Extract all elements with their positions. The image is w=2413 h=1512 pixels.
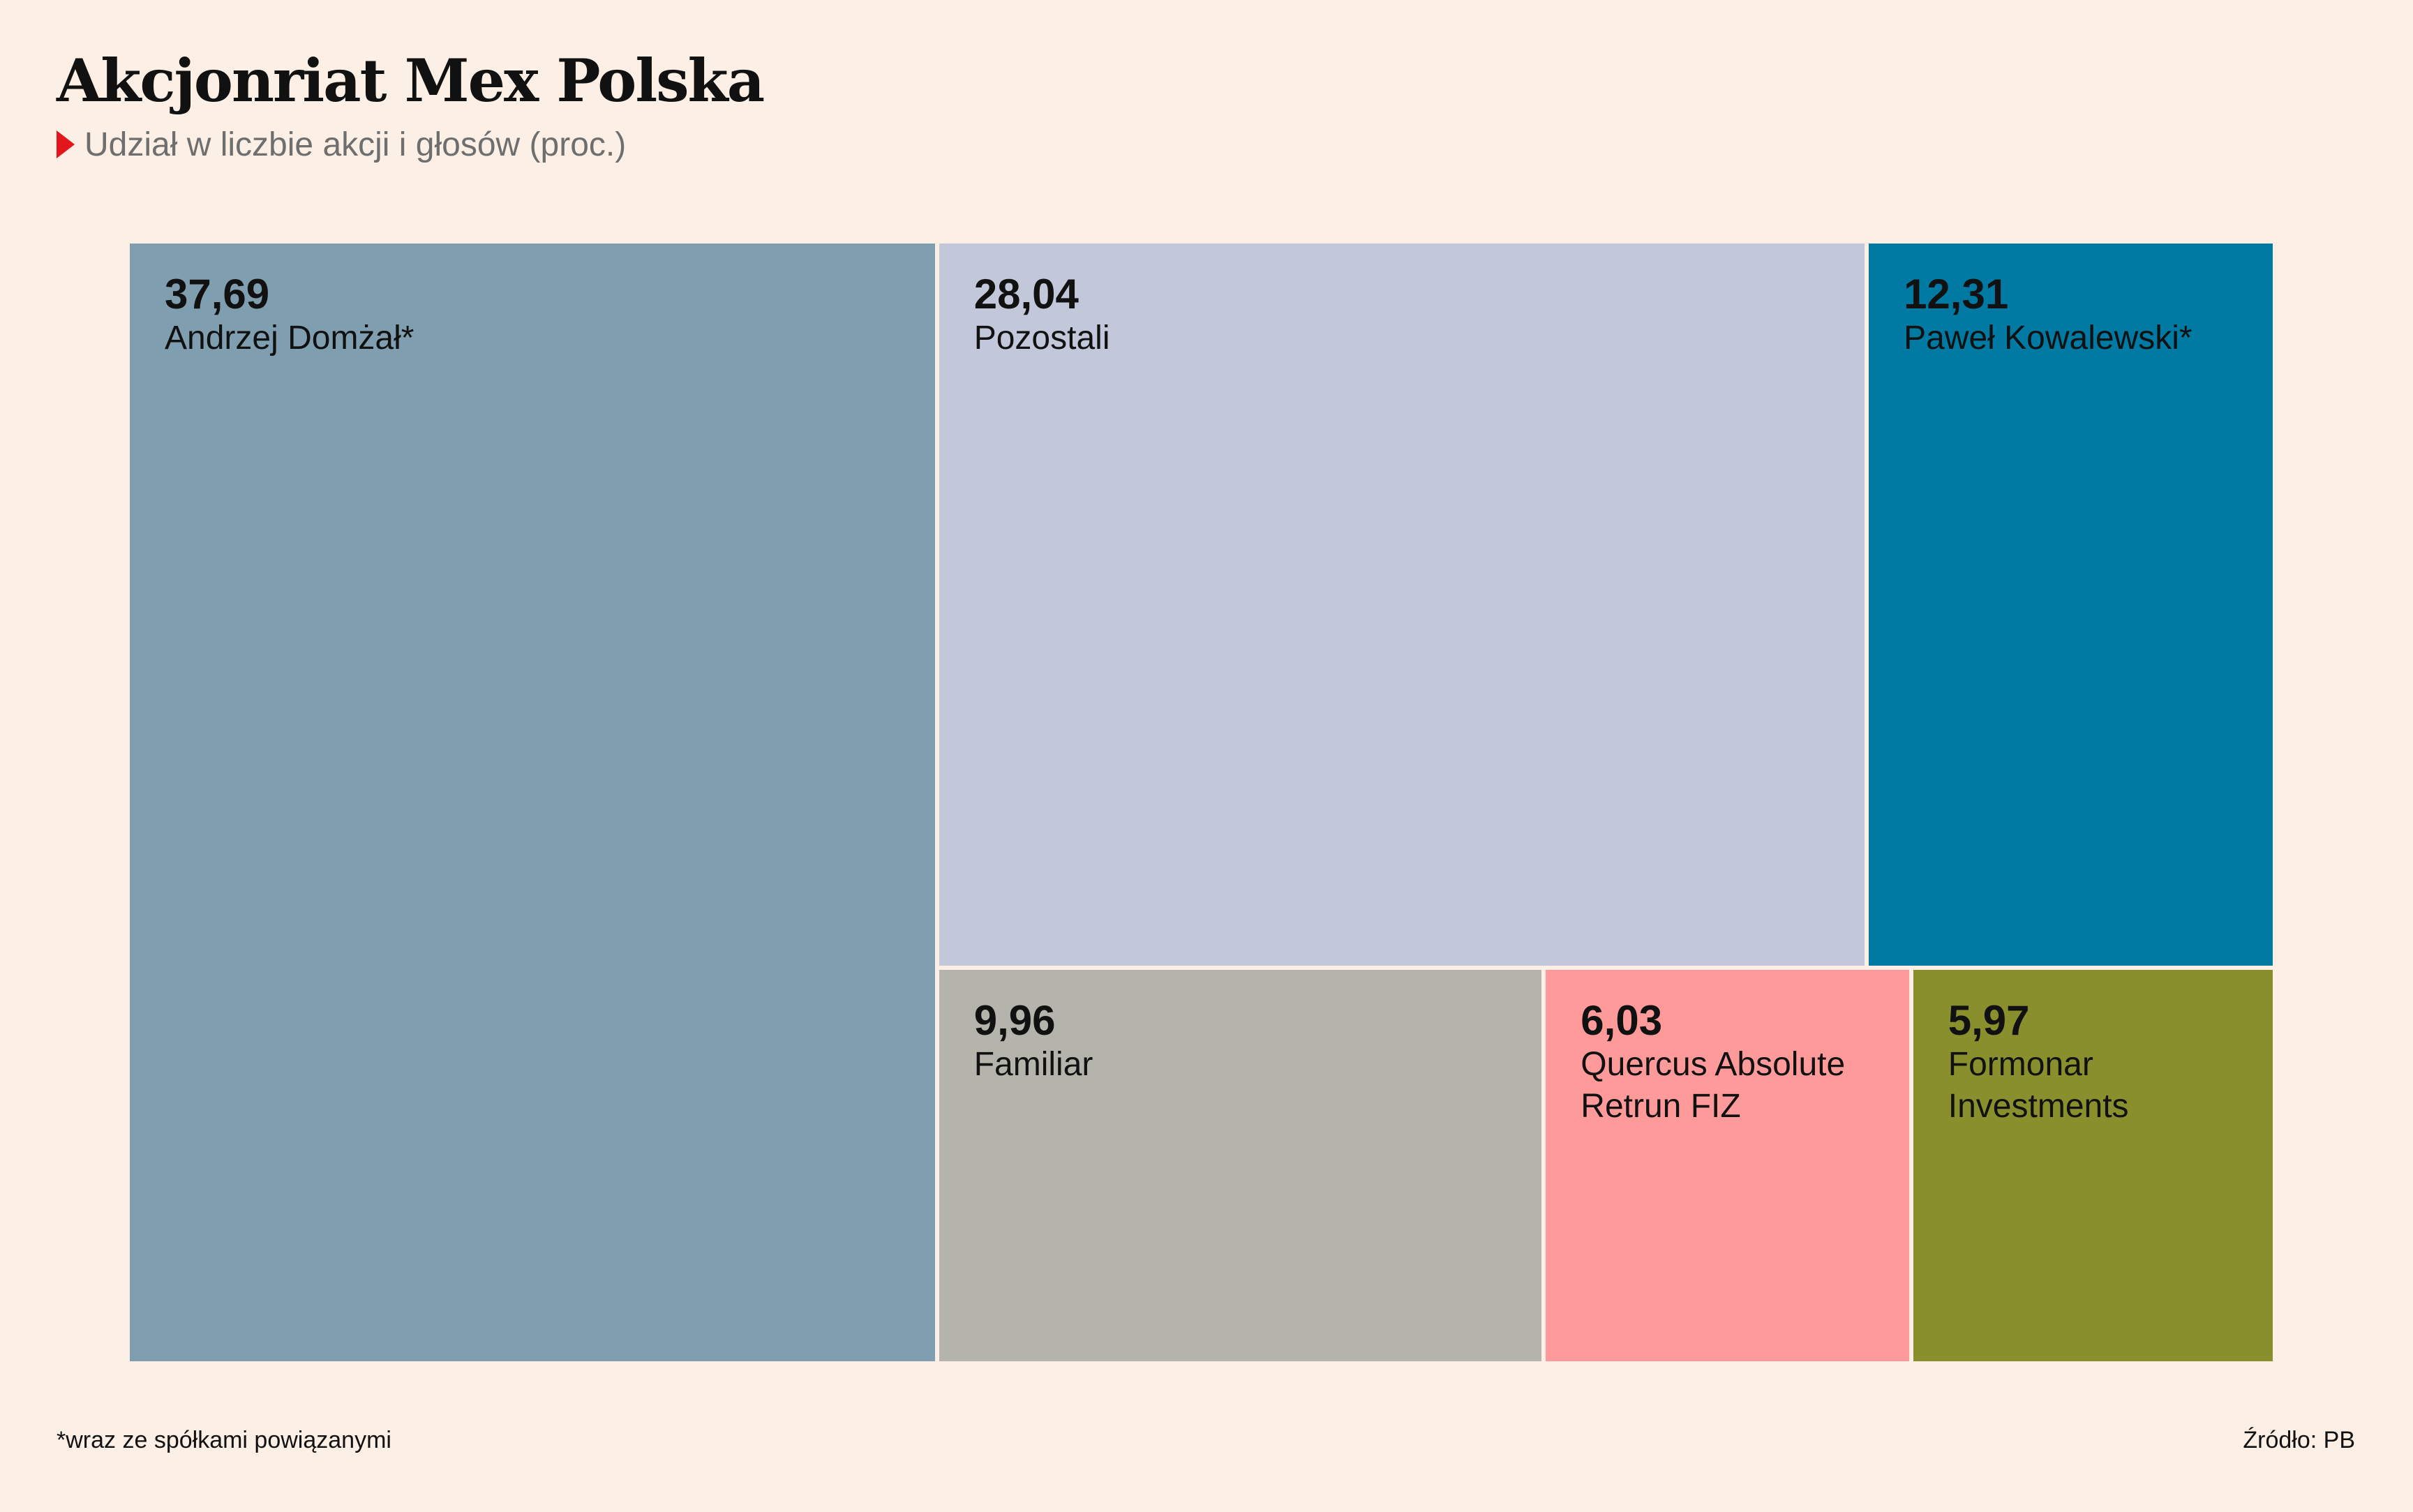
subtitle-text: Udział w liczbie akcji i głosów (proc.) [84, 126, 627, 163]
tile-label: Andrzej Domżał* [165, 320, 414, 357]
chart-title: Akcjonriat Mex Polska [57, 46, 765, 115]
treemap-tile-familiar: 9,96 Familiar [939, 970, 1542, 1361]
tile-label: Familiar [973, 1046, 1093, 1084]
tile-value: 12,31 [1904, 271, 2009, 317]
tile-value: 28,04 [973, 271, 1079, 317]
treemap-tile-quercus-absolute-retrun-fiz: 6,03 Quercus Absolute Retrun FIZ [1546, 970, 1909, 1361]
chart-subtitle: Udział w liczbie akcji i głosów (proc.) [57, 124, 626, 166]
treemap-tile-formonar-investments: 5,97 Formonar Investments [1913, 970, 2273, 1361]
tile-label: Pozostali [973, 320, 1110, 357]
treemap-tile-pawel-kowalewski: 12,31 Paweł Kowalewski* [1869, 244, 2273, 966]
tile-value: 9,96 [973, 997, 1056, 1045]
tile-label: Paweł Kowalewski* [1904, 320, 2192, 357]
treemap-tile-andrzej-domzal: 37,69 Andrzej Domżał* [130, 244, 935, 1361]
tile-value: 37,69 [165, 271, 270, 317]
source-label: Źródło: PB [2243, 1427, 2355, 1453]
tile-label: Formonar Investments [1948, 1046, 2129, 1125]
footnote: *wraz ze spółkami powiązanymi [57, 1427, 391, 1453]
tile-value: 6,03 [1581, 997, 1663, 1045]
triangle-marker-icon [57, 130, 75, 158]
treemap-chart: 37,69 Andrzej Domżał* 28,04 Pozostali 12,31 P… [128, 241, 2275, 1363]
tile-value: 5,97 [1948, 997, 2030, 1045]
treemap-tile-pozostali: 28,04 Pozostali [939, 244, 1865, 966]
tile-label: Quercus Absolute Retrun FIZ [1581, 1046, 1846, 1125]
